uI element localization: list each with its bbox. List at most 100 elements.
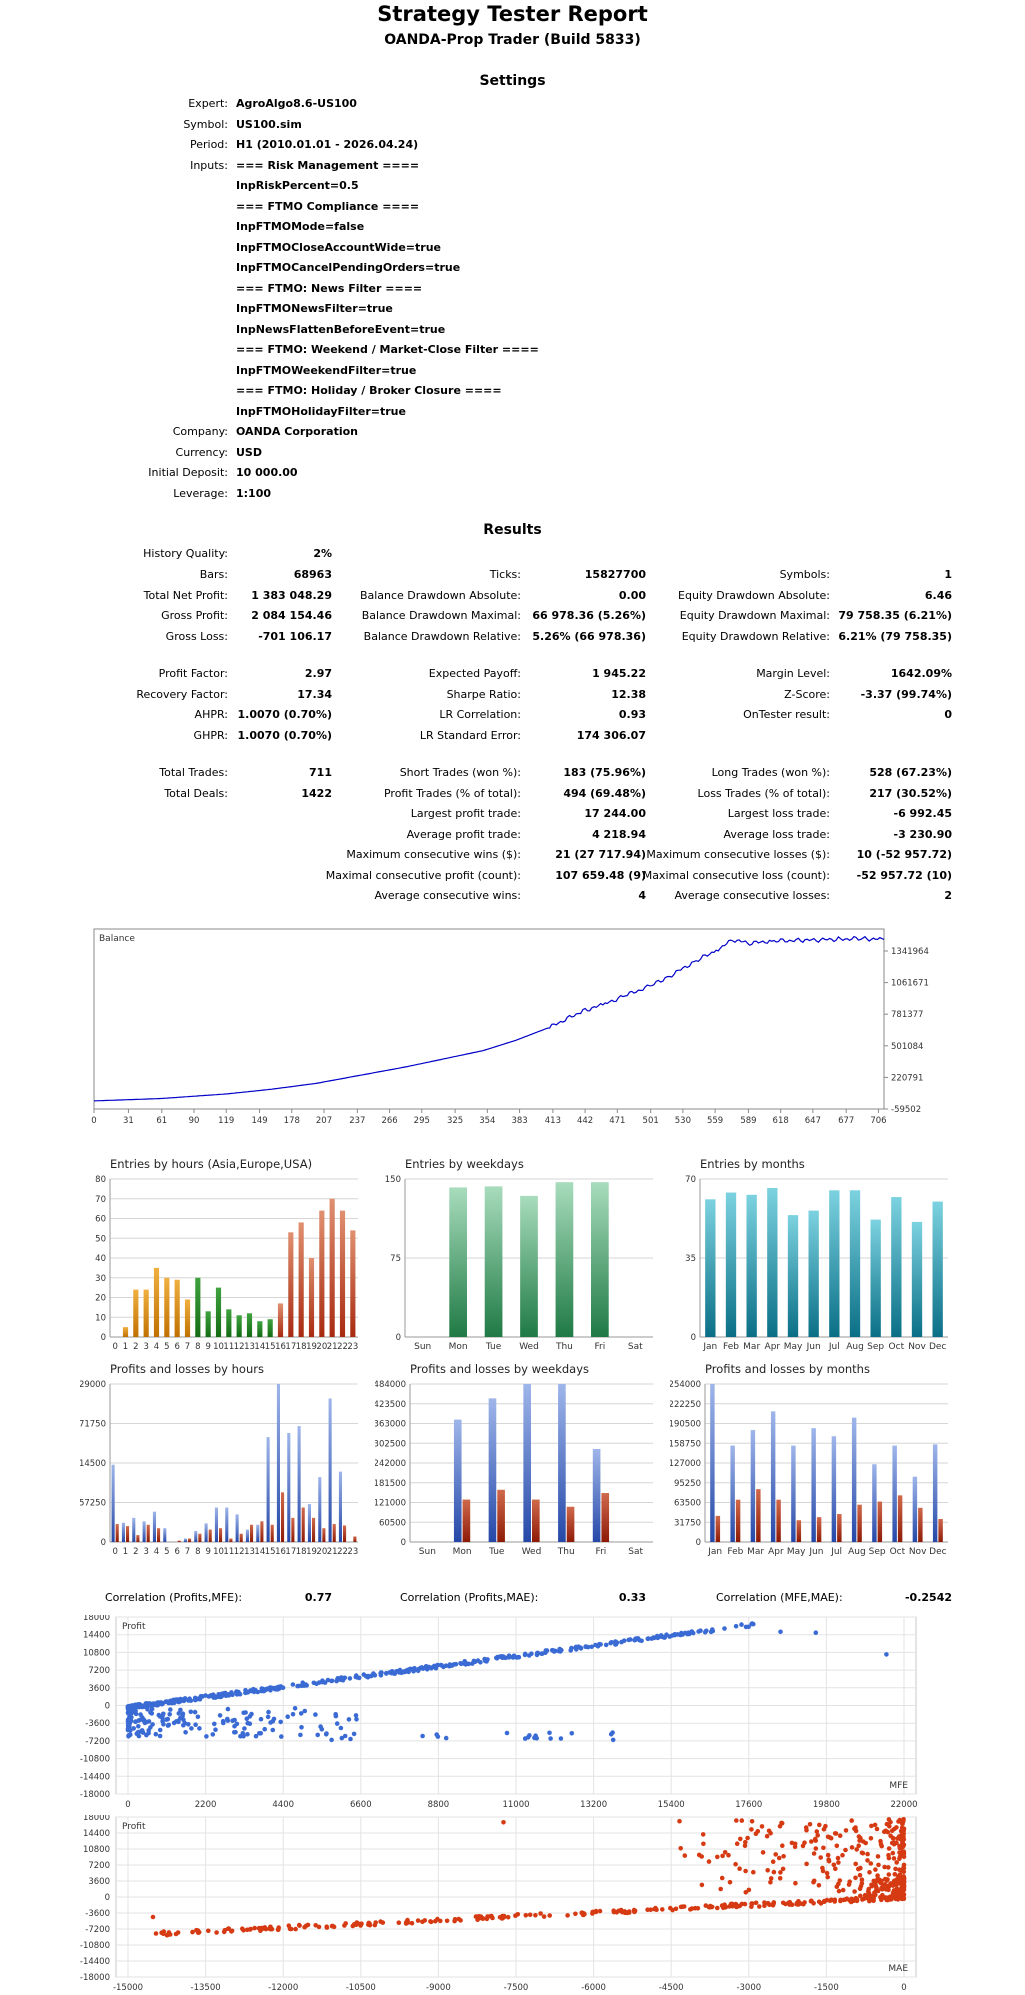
r3c-0-label: Long Trades (won %): xyxy=(711,766,830,779)
r2-3-value: 5.26% (66 978.36) xyxy=(532,629,646,643)
scatter-mae-point xyxy=(159,1930,164,1935)
scatter-mae-y-tick: -10800 xyxy=(80,1941,110,1951)
scatter-mfe-point xyxy=(710,1628,716,1634)
scatter-mae-point xyxy=(632,1909,637,1915)
balance-y-tick: 220791 xyxy=(891,1073,923,1083)
scatter-mae-x-tick: -13500 xyxy=(191,1983,221,1993)
history-quality-value: 2% xyxy=(313,547,332,560)
scatter-mae-point xyxy=(573,1911,578,1917)
report-title: Strategy Tester Report xyxy=(377,2,648,26)
scatter-mae-point xyxy=(888,1819,893,1825)
balance-x-tick: 354 xyxy=(479,1116,495,1126)
scatter-mae-point xyxy=(750,1901,755,1906)
pl-hours-loss-bar xyxy=(239,1533,243,1542)
scatter-mae-point xyxy=(541,1914,547,1919)
scatter-mfe-point xyxy=(195,1714,201,1720)
balance-x-tick: 530 xyxy=(675,1116,691,1126)
scatter-mfe-point xyxy=(245,1732,250,1737)
pl-hours-x-tick: 15 xyxy=(265,1547,276,1557)
scatter-mfe-point xyxy=(138,1712,143,1717)
scatter-mae-point xyxy=(765,1868,770,1873)
entries-hours-y-tick: 60 xyxy=(95,1215,106,1225)
entries-weekdays-bar xyxy=(591,1182,609,1337)
scatter-mae-point xyxy=(852,1889,857,1894)
pl-hours-profit-bar xyxy=(214,1507,218,1542)
pl-weekdays-y-tick: 121000 xyxy=(375,1499,406,1509)
scatter-mae-point xyxy=(849,1845,855,1850)
pl-hours-loss-bar xyxy=(260,1521,264,1542)
balance-title: Balance xyxy=(99,934,135,944)
entries-weekdays-x-tick: Fri xyxy=(594,1342,605,1352)
balance-x-tick: 589 xyxy=(740,1116,756,1126)
scatter-mfe-point xyxy=(646,1636,651,1641)
scatter-mae-point xyxy=(783,1901,788,1907)
pl-months-x-tick: Aug xyxy=(848,1547,866,1557)
scatter-mae-point xyxy=(826,1857,831,1862)
scatter-mfe-y-tick: 3600 xyxy=(88,1684,110,1694)
scatter-mfe-point xyxy=(129,1715,134,1720)
pl-hours-profit-bar xyxy=(194,1530,198,1542)
scatter-mae-point xyxy=(825,1852,831,1858)
pl-weekdays-y-tick: 242000 xyxy=(375,1459,406,1469)
pl-hours-x-tick: 0 xyxy=(112,1547,117,1557)
scatter-mae-point xyxy=(695,1906,701,1911)
scatter-mfe-point xyxy=(529,1651,534,1656)
scatter-mfe-x-tick: 8800 xyxy=(428,1800,450,1810)
scatter-mae-point xyxy=(884,1885,889,1890)
pl-months-loss-bar xyxy=(837,1514,842,1542)
pl-hours-x-tick: 7 xyxy=(185,1547,190,1557)
scatter-mae-point xyxy=(715,1854,720,1860)
r3-2-label: Equity Drawdown Maximal: xyxy=(679,609,830,622)
entries-months-bar xyxy=(808,1210,819,1337)
scatter-mae-point xyxy=(897,1817,902,1823)
scatter-mfe-point xyxy=(279,1734,284,1739)
scatter-mae-point xyxy=(833,1831,839,1836)
entries-months-bar xyxy=(870,1219,881,1337)
r1c-1-value: 1422 xyxy=(301,786,332,800)
scatter-mae-point xyxy=(743,1890,749,1895)
pl-hours-loss-bar xyxy=(157,1528,161,1542)
pl-hours-loss-bar xyxy=(198,1533,202,1542)
scatter-mae-x-tick: -1500 xyxy=(814,1983,839,1993)
history-quality-label: History Quality: xyxy=(143,547,228,560)
entries-hours-x-tick: 21 xyxy=(327,1342,338,1352)
scatter-mae-point xyxy=(153,1931,159,1936)
scatter-mae-point xyxy=(863,1840,868,1846)
pl-months-x-tick: Sep xyxy=(869,1547,886,1557)
entries-hours-x-tick: 10 xyxy=(213,1342,224,1352)
pl-hours-x-tick: 19 xyxy=(306,1547,317,1557)
entries-months-x-tick: Jul xyxy=(828,1342,840,1352)
scatter-mae-point xyxy=(313,1923,318,1928)
entries-weekdays-x-tick: Sun xyxy=(414,1342,431,1352)
scatter-mfe-point xyxy=(242,1726,247,1731)
scatter-mfe-point xyxy=(506,1653,512,1658)
r2c-4-value: 21 (27 717.94) xyxy=(555,848,646,861)
entries-by-weekdays-chart: Entries by weekdays 150 75 0 Sun Mon Tue Wed Thu… xyxy=(385,1157,653,1352)
scatter-mae-point xyxy=(882,1829,887,1835)
scatter-mfe-point xyxy=(278,1719,283,1725)
r3c-4-value: 10 (-52 957.72) xyxy=(856,848,952,861)
scatter-mae-point xyxy=(268,1926,274,1932)
pl-hours-profit-bar xyxy=(132,1517,136,1542)
r3-2-value: 79 758.35 (6.21%) xyxy=(838,609,952,622)
scatter-mfe-point xyxy=(265,1714,271,1720)
pl-weekdays-y-tick: 363000 xyxy=(375,1420,406,1430)
currency-value: USD xyxy=(236,445,262,459)
scatter-mae-point xyxy=(858,1893,863,1899)
pl-hours-y-tick: 171750 xyxy=(80,1420,106,1430)
scatter-mae-point xyxy=(818,1901,824,1906)
pl-months-profit-bar xyxy=(912,1476,918,1542)
scatter-mae-point xyxy=(859,1850,865,1856)
entries-hours-bar xyxy=(205,1311,211,1337)
scatter-mae-point xyxy=(480,1916,486,1921)
pl-hours-profit-bar xyxy=(183,1538,187,1542)
scatter-mfe-point xyxy=(353,1713,359,1718)
r2b-2-value: 0.93 xyxy=(618,708,646,721)
scatter-mfe-point xyxy=(178,1707,183,1713)
entries-hours-x-tick: 22 xyxy=(337,1342,348,1352)
entries-weekdays-bar xyxy=(520,1195,538,1337)
scatter-mae-point xyxy=(776,1855,782,1861)
scatter-mae-point xyxy=(816,1883,822,1888)
entries-months-x-tick: May xyxy=(784,1342,803,1352)
r1-1-label: Total Net Profit: xyxy=(143,588,228,602)
